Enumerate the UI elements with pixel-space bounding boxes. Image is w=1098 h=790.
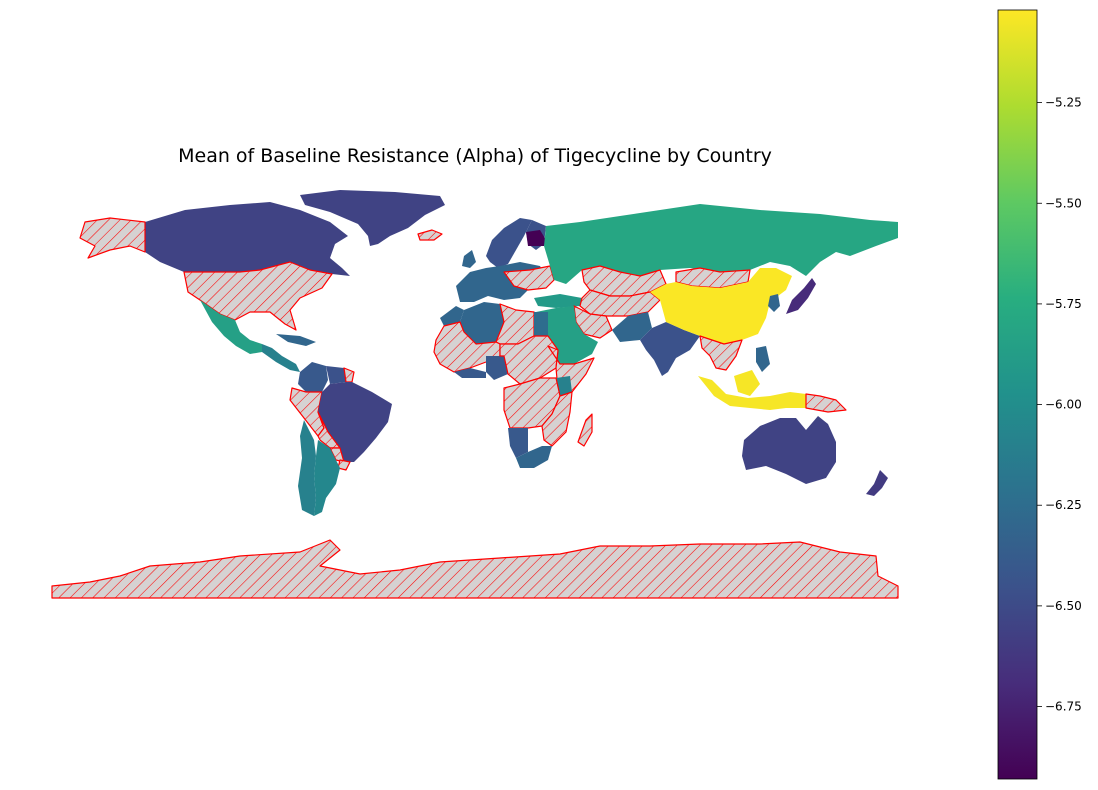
colorbar-tick-label: −5.25	[1045, 96, 1082, 110]
region-pakistan	[612, 312, 652, 342]
region-venezuela	[326, 366, 346, 384]
region-guianas	[343, 367, 355, 383]
region-new-zealand	[866, 470, 888, 496]
region-madagascar	[577, 413, 593, 447]
region-namibia	[508, 428, 528, 458]
colorbar-tick-label: −5.50	[1045, 196, 1082, 210]
colorbar-tick-label: −5.75	[1045, 297, 1082, 311]
region-antarctica	[51, 539, 899, 599]
region-gulf-coast	[454, 368, 486, 378]
colorbar-tick-label: −6.75	[1045, 700, 1082, 714]
region-algeria	[460, 302, 504, 344]
region-brazil	[318, 382, 392, 462]
region-nigeria	[486, 356, 508, 380]
colorbar-ticks: −5.25 −5.50 −5.75 −6.00 −6.25 −6.50 −6.75	[1037, 96, 1082, 714]
world-map	[51, 190, 899, 599]
colorbar: −5.25 −5.50 −5.75 −6.00 −6.25 −6.50 −6.75	[997, 9, 1082, 780]
region-chile	[298, 420, 316, 516]
region-central-america	[262, 344, 300, 372]
region-canada	[145, 202, 350, 276]
region-alaska	[79, 217, 146, 259]
region-central-africa	[499, 335, 559, 385]
region-baltics	[526, 230, 546, 246]
region-borneo	[734, 370, 760, 396]
colorbar-tick-label: −6.50	[1045, 599, 1082, 613]
region-morocco	[440, 306, 464, 326]
colorbar-tick-label: −6.00	[1045, 398, 1082, 412]
region-usa	[183, 261, 333, 331]
region-turkey	[534, 294, 582, 308]
region-caribbean	[276, 334, 316, 346]
region-mexico	[200, 300, 262, 354]
region-greenland	[300, 190, 445, 246]
region-southeast-asia	[699, 335, 743, 371]
region-australia	[742, 416, 836, 484]
region-india	[640, 322, 700, 376]
region-uk	[462, 250, 476, 268]
colorbar-tick-label: −6.25	[1045, 498, 1082, 512]
region-scandinavia	[486, 218, 532, 268]
region-bolivia	[317, 411, 341, 449]
region-papua-new-guinea	[805, 393, 847, 413]
region-south-africa	[516, 446, 552, 468]
region-colombia	[298, 362, 328, 392]
region-indonesia	[698, 376, 806, 410]
region-egypt	[534, 312, 548, 336]
region-korea	[768, 294, 780, 312]
region-japan	[786, 278, 816, 314]
region-kenya	[556, 376, 572, 396]
region-philippines	[756, 346, 770, 372]
region-iceland	[417, 229, 443, 241]
region-tanzania	[541, 391, 573, 447]
region-argentina	[314, 440, 340, 516]
colorbar-gradient	[997, 9, 1038, 780]
region-russia	[544, 204, 898, 284]
region-eastern-europe	[503, 265, 555, 291]
chart-title: Mean of Baseline Resistance (Alpha) of T…	[178, 145, 772, 167]
region-china	[650, 268, 792, 344]
